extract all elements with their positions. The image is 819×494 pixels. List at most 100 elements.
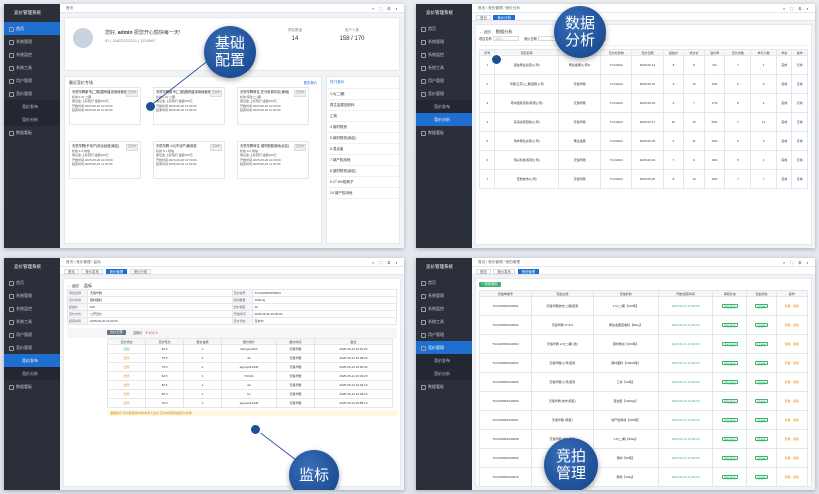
sidebar-item-system[interactable]: 系统管理 [4, 289, 60, 302]
sidebar-item-monitor[interactable]: 系统监控 [416, 302, 472, 315]
sidebar-item-home[interactable]: 首页 [4, 22, 60, 35]
sidebar-item-bidding[interactable]: 竞价管理 [4, 87, 60, 100]
sidebar-sub-analysis[interactable]: 竞价分析 [4, 367, 60, 380]
rank-item[interactable]: 乙商 [327, 111, 399, 122]
view-link[interactable]: 查看 [791, 93, 808, 113]
row-actions[interactable]: 查看 · 编辑 [784, 418, 800, 422]
rank-item[interactable]: 5 钢材物资(南区) [327, 133, 399, 144]
sidebar-sub-publish[interactable]: 竞价发布 [416, 354, 472, 367]
bid-card[interactable]: 天恒华腾(不动产)综合经营(南区) 竞价中 标的:1-5 地块 保证金:上标院行 金额… [69, 141, 141, 179]
table-cell: 2025-06-14 10:00:00 [657, 353, 714, 373]
view-link[interactable]: 查看 [791, 55, 808, 75]
sidebar-item-home[interactable]: 首页 [416, 22, 472, 35]
row-actions[interactable]: 查看 · 编辑 [784, 304, 800, 308]
tab-publish[interactable]: 竞价发布 [81, 268, 103, 274]
add-auction-button[interactable]: + 新增竞拍 [479, 282, 501, 288]
back-link[interactable]: ← 返回 [479, 30, 491, 34]
sidebar-item-home[interactable]: 首页 [4, 276, 60, 289]
rank-item[interactable]: 8 钢材物资(南区) [327, 166, 399, 177]
toolbar-icons[interactable]: ⌕ ⛶ ⚙ ◐ [371, 260, 400, 265]
row-actions[interactable]: 查看 · 编辑 [784, 380, 800, 384]
sidebar-item-system[interactable]: 系统管理 [416, 289, 472, 302]
action-row: + 新增竞拍 [479, 282, 808, 290]
tab-home[interactable]: 首页 [64, 268, 79, 274]
bid-record-button[interactable]: 出价记录 [107, 330, 126, 336]
sidebar-sub-publish[interactable]: 竞价发布 [4, 354, 60, 367]
table-cell: 17% [703, 93, 726, 113]
sidebar-item-bidding[interactable]: 竞价管理 [416, 87, 472, 100]
sidebar-item-users[interactable]: 用户管理 [416, 328, 472, 341]
toolbar-icons[interactable]: ⌕ ⛶ ⚙ ◐ [782, 6, 811, 11]
sidebar-item-tools[interactable]: 系统工具 [416, 61, 472, 74]
rank-item[interactable]: 10 城产权用地 [327, 188, 399, 199]
row-actions[interactable]: 查看 · 编辑 [784, 361, 800, 365]
sidebar-item-dashboard[interactable]: 数据看板 [416, 380, 472, 393]
toolbar-icons[interactable]: ⌕ ⛶ ⚙ ◐ [782, 260, 811, 265]
more-link[interactable]: 更多竞价 [303, 81, 317, 85]
row-actions[interactable]: 查看 · 编辑 [784, 475, 800, 479]
sidebar-item-system[interactable]: 系统管理 [416, 35, 472, 48]
sidebar-item-users[interactable]: 用户管理 [416, 74, 472, 87]
view-link[interactable]: 查看 [791, 74, 808, 94]
sidebar-item-monitor[interactable]: 系统监控 [4, 48, 60, 61]
sidebar-item-bidding[interactable]: 竞价管理 [4, 341, 60, 354]
panel-monitoring: 竞价管理系统 首页 系统管理 系统监控 系统工具 用户管理 竞价管理 竞价发布 … [4, 258, 404, 490]
rank-item[interactable]: 9 27.5%阳离子 [327, 177, 399, 188]
project-name-input[interactable]: 请输入 [492, 36, 519, 42]
rank-item[interactable]: 4 钢材物资 [327, 122, 399, 133]
tab-publish[interactable]: 竞价发布 [493, 268, 515, 274]
bid-card[interactable]: 天恒华腾商住 城市配套用地(北区) 竞价中 标的:3-2 地块 保证金:上标院行 金额… [237, 141, 309, 179]
tab-analysis[interactable]: 竞价分析 [493, 14, 515, 20]
row-actions[interactable]: 查看 · 编辑 [784, 399, 800, 403]
row-actions[interactable]: 查看 · 编辑 [784, 342, 800, 346]
sidebar-item-users[interactable]: 用户管理 [4, 328, 60, 341]
sidebar-sub-publish[interactable]: 竞价发布 [4, 100, 60, 113]
sidebar-item-dashboard[interactable]: 数据看板 [416, 126, 472, 139]
sidebar-sub-publish[interactable]: 竞价发布 [416, 100, 472, 113]
table-cell: 蓝海资源回收(公司) [494, 112, 559, 132]
sidebar-item-tools[interactable]: 系统工具 [4, 315, 60, 328]
rank-item[interactable]: 6 混合废 [327, 144, 399, 155]
back-link[interactable]: ← 返回 [67, 284, 79, 288]
info-label: 加价幅度 [232, 304, 253, 311]
view-link[interactable]: 查看 [791, 150, 808, 170]
row-actions[interactable]: 查看 · 编辑 [784, 437, 800, 441]
sidebar-item-dashboard[interactable]: 数据看板 [4, 126, 60, 139]
rank-item[interactable]: 7 城产权用地 [327, 155, 399, 166]
card-badge: 竞价中 [126, 144, 138, 151]
sidebar-item-users[interactable]: 用户管理 [4, 74, 60, 87]
bid-card[interactable]: 天恒华腾新市(二期)国有建设用地使用权 竞价中 标的:1-5(二)期 保证金:上标院行… [69, 87, 141, 125]
view-link[interactable]: 查看 [791, 169, 808, 189]
sidebar-item-monitor[interactable]: 系统监控 [4, 302, 60, 315]
toolbar-icons[interactable]: ⌕ ⛶ ⚙ ◐ [371, 6, 400, 11]
rank-item[interactable]: 再生金属回收料 [327, 100, 399, 111]
tab-auction[interactable]: 竞拍管理 [517, 268, 540, 274]
sidebar-sub-analysis[interactable]: 竞价分析 [416, 367, 472, 380]
sidebar-item-dashboard[interactable]: 数据看板 [4, 380, 60, 393]
row-actions[interactable]: 查看 · 编辑 [784, 323, 800, 327]
sidebar-item-tools[interactable]: 系统工具 [4, 61, 60, 74]
view-link[interactable]: 查看 [791, 131, 808, 151]
tab-analysis[interactable]: 竞价分析 [129, 268, 152, 274]
info-value: 10 [252, 304, 397, 311]
tab-manage[interactable]: 竞价管理 [105, 268, 128, 274]
bid-card[interactable]: 天恒华腾 1/2(不动产)使用权 竞价中 标的:5-1 地块 保证金:上标院行 金额2… [153, 141, 225, 179]
rank-item[interactable]: 1-5(二)期 [327, 89, 399, 100]
tab-home[interactable]: 首页 [476, 14, 491, 20]
sidebar-item-bidding[interactable]: 竞价管理 [416, 341, 472, 354]
sidebar-sub-analysis[interactable]: 竞价分析 [4, 113, 60, 126]
table-cell: 钢材物资【100吨】 [592, 334, 659, 354]
view-link[interactable]: 查看 [791, 112, 808, 132]
bid-card[interactable]: 天恒华腾新市(二期)国有建设用地使用权 竞价中 标的:1-6(二)期 保证金:上标院行… [153, 87, 225, 125]
table-cell: 已发布 [746, 429, 777, 449]
row-actions[interactable]: 查看 · 编辑 [784, 456, 800, 460]
bid-card[interactable]: 天恒华腾商住 在分析城中区(南地) 竞价中 标的:南住(二)期 保证金:上标院行 金额… [237, 87, 309, 125]
sidebar-item-monitor[interactable]: 系统监控 [416, 48, 472, 61]
sidebar-item-system[interactable]: 系统管理 [4, 35, 60, 48]
sidebar-sub-analysis[interactable]: 竞价分析 [416, 113, 472, 126]
table-cell: 天恒华腾 [275, 398, 315, 408]
sidebar-item-tools[interactable]: 系统工具 [416, 315, 472, 328]
sidebar-item-home[interactable]: 首页 [416, 276, 472, 289]
auction-table: 竞拍单编号 竞拍主题 竞拍标的 开始/结束时间 审核状态 竞拍状态 操作 TCC202506… [479, 290, 809, 487]
tab-home[interactable]: 首页 [476, 268, 491, 274]
